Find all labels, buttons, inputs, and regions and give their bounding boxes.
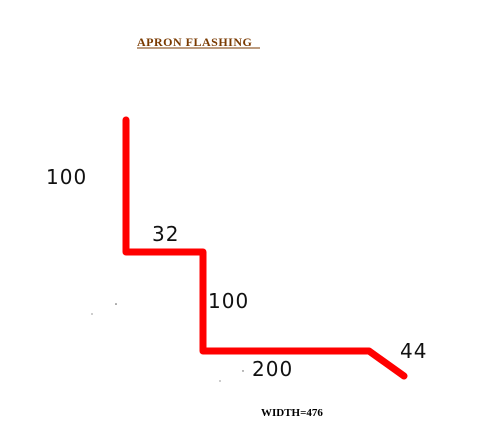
dimension-label-100-vertical-middle: 100 (208, 289, 249, 313)
stray-dot (115, 303, 117, 305)
stray-dot (91, 313, 93, 315)
stray-dot (242, 370, 244, 372)
dimension-label-32: 32 (152, 222, 179, 246)
stray-dot (219, 380, 221, 382)
flashing-profile (122, 116, 408, 380)
dimension-label-100-vertical-top: 100 (46, 165, 87, 189)
dimension-label-44: 44 (400, 339, 427, 363)
width-note: WIDTH=476 (261, 407, 323, 419)
dimension-label-200: 200 (252, 357, 293, 381)
drawing-title: APRON FLASHING (137, 35, 252, 49)
